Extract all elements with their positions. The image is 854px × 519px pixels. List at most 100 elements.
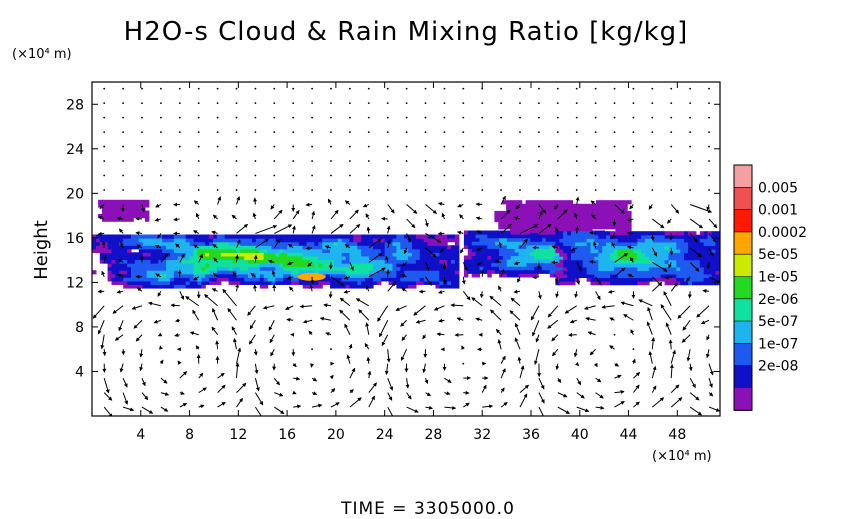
wind-vector <box>574 291 579 299</box>
legend-label: 0.0002 <box>758 225 807 241</box>
wind-vector <box>706 262 711 270</box>
wind-vector <box>216 189 219 191</box>
wind-vector <box>668 339 673 350</box>
wind-vector <box>159 145 162 148</box>
wind-vector <box>481 160 484 162</box>
wind-vector <box>575 102 578 105</box>
wind-vector <box>195 212 200 220</box>
wind-vector <box>646 321 653 335</box>
wind-vector <box>651 87 654 90</box>
wind-vector <box>479 291 484 299</box>
wind-vector <box>405 378 410 389</box>
wind-vector <box>122 160 124 162</box>
wind-vector <box>614 267 626 278</box>
legend-label: 2e-08 <box>758 359 798 375</box>
wind-vector <box>386 349 391 363</box>
wind-vector <box>613 131 616 134</box>
wind-vector <box>660 304 672 321</box>
wind-vector <box>217 372 225 379</box>
wind-vector <box>689 406 703 416</box>
wind-vector <box>706 204 711 211</box>
wind-vector <box>571 247 577 252</box>
wind-vector <box>689 131 692 134</box>
wind-vector <box>141 204 145 213</box>
wind-vector <box>235 131 238 134</box>
wind-vector <box>197 189 200 191</box>
wind-vector <box>122 87 124 90</box>
wind-vector <box>538 392 545 404</box>
wind-vector <box>592 241 597 249</box>
wind-vector <box>212 214 218 220</box>
wind-vector <box>670 349 676 364</box>
wind-vector <box>254 189 257 191</box>
wind-vector <box>311 210 316 220</box>
wind-vector <box>476 230 483 235</box>
wind-vector <box>594 116 597 119</box>
wind-vector <box>400 319 407 327</box>
wind-vector <box>686 276 691 282</box>
wind-vector <box>158 345 163 350</box>
wind-vector <box>689 116 692 119</box>
wind-vector <box>630 329 635 335</box>
wind-vector <box>254 87 257 90</box>
chart-title: H2O-s Cloud & Rain Mixing Ratio [kg/kg] <box>124 17 689 47</box>
wind-vector <box>647 306 653 321</box>
wind-vector <box>481 174 484 177</box>
wind-vector <box>406 233 411 243</box>
wind-vector <box>253 254 258 263</box>
wind-vector <box>292 160 295 162</box>
wind-vector <box>689 247 703 258</box>
wind-vector <box>591 214 596 220</box>
wind-vector <box>444 391 451 396</box>
wind-vector <box>533 349 540 365</box>
wind-vector <box>178 189 181 191</box>
wind-vector <box>235 362 240 379</box>
wind-vector <box>159 189 162 191</box>
time-label: TIME = 3305000.0 <box>340 499 515 519</box>
wind-vector <box>139 349 144 358</box>
wind-vector <box>614 374 622 379</box>
wind-vector <box>160 406 169 412</box>
wind-vector <box>324 245 332 250</box>
wind-vector <box>614 389 625 394</box>
wind-vector <box>500 116 503 119</box>
wind-vector <box>311 87 314 90</box>
wind-vector <box>235 254 240 263</box>
wind-vector <box>367 174 370 177</box>
wind-vector <box>384 363 389 376</box>
wind-vector <box>686 349 691 362</box>
legend-label: 5e-05 <box>758 247 798 263</box>
wind-vector <box>537 291 542 300</box>
wind-vector <box>498 285 502 292</box>
wind-vector <box>613 145 616 148</box>
wind-vector <box>212 244 218 249</box>
wind-vector <box>632 348 635 351</box>
wind-vector <box>293 404 302 409</box>
wind-vector <box>689 218 704 229</box>
wind-vector <box>119 363 124 373</box>
wind-vector <box>425 204 438 214</box>
wind-vector <box>424 131 427 134</box>
wind-vector <box>155 203 162 208</box>
wind-vector <box>386 174 389 177</box>
wind-vector <box>708 145 710 148</box>
wind-vector <box>103 392 113 401</box>
wind-vector <box>609 317 615 322</box>
wind-vector <box>117 258 124 263</box>
wind-vector <box>254 392 264 406</box>
y-tick-label: 12 <box>66 275 84 291</box>
wind-vector <box>476 247 483 251</box>
wind-vector <box>97 231 105 236</box>
wind-vector <box>620 301 634 307</box>
wind-vector <box>575 189 578 191</box>
wind-vector <box>273 209 283 220</box>
wind-vector <box>307 261 313 267</box>
wind-vector <box>273 87 276 90</box>
wind-vector <box>575 87 578 90</box>
wind-vector <box>669 363 674 379</box>
wind-vector <box>513 261 521 266</box>
wind-vector <box>349 102 351 105</box>
wind-vector <box>235 102 238 105</box>
wind-vector <box>211 288 218 292</box>
wind-vector <box>154 245 162 249</box>
